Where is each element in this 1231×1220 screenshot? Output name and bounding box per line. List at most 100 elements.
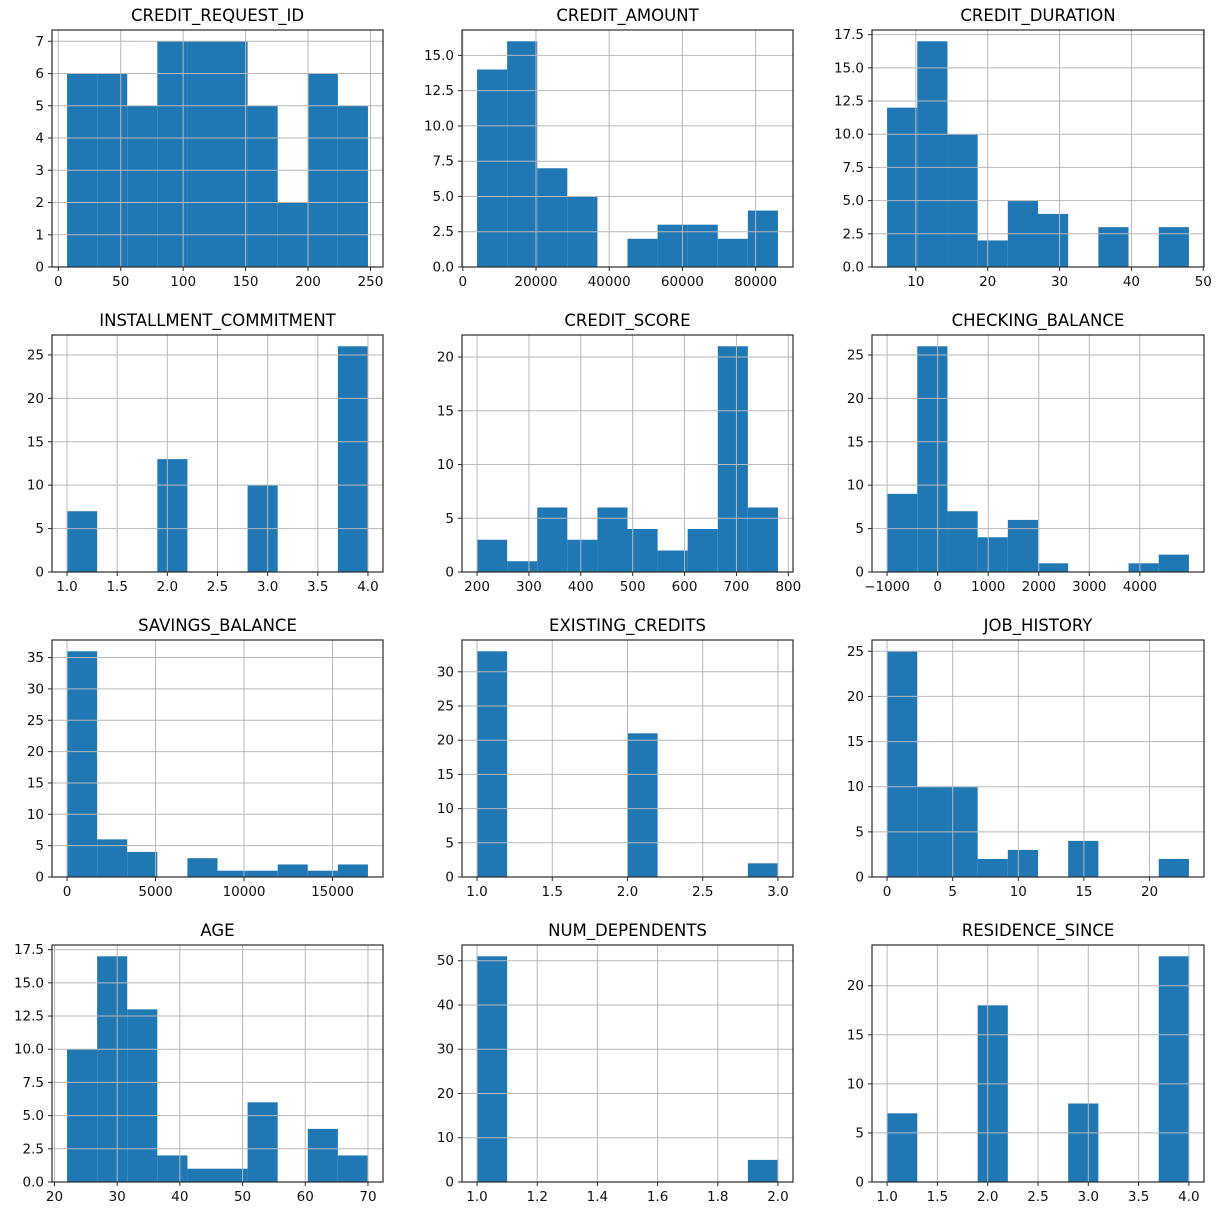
y-tick-label: 0 [445,870,454,886]
histogram-bar [977,1005,1008,1182]
x-tick-label: 60000 [661,274,704,290]
plot-canvas: 200 300 400 500 600 700 800 0 5 10 15 20 [437,334,801,595]
axis-spine [51,29,384,268]
histogram-credit-score: CREDIT_SCORE 200 300 400 500 600 700 800 0 5 10 15… [410,305,820,610]
histogram-bar [337,864,368,877]
chart-title: CREDIT_AMOUNT [556,6,699,25]
y-tick-label: 10 [847,1076,864,1092]
x-tick-label: 10 [1010,884,1027,900]
axis-spine [871,334,1205,573]
histogram-bar [307,1128,338,1182]
histogram-bar [597,507,628,572]
x-tick-label: 80000 [734,274,777,290]
x-tick-label: 3.5 [307,579,328,595]
histogram-bar [1158,858,1189,877]
histogram-bar [1098,227,1129,267]
histogram-bar [157,41,188,268]
y-tick-label: 40 [437,997,454,1013]
histogram-bar [477,956,508,1182]
x-tick-label: 20 [1141,884,1158,900]
y-tick-label: 10.0 [14,1042,44,1058]
histogram-bar [337,105,368,267]
histogram-bar [887,651,918,877]
plot-canvas: 0 5000 10000 15000 0 5 10 15 20 25 30 35 [27,639,384,900]
x-tick-label: 2.0 [157,579,178,595]
x-tick-label: 20 [46,1189,63,1205]
histogram-bar [887,1113,918,1182]
histogram-bar [1007,519,1038,572]
y-tick-label: 30 [437,1042,454,1058]
histogram-bar [477,69,508,267]
y-tick-label: 25 [847,644,864,660]
x-tick-label: 1.6 [647,1189,668,1205]
histogram-checking-balance: CHECKING_BALANCE −1000 0 1000 2000 3000 4000 0… [820,305,1231,610]
x-tick-label: 3.0 [257,579,278,595]
histogram-bar [917,41,948,268]
x-tick-label: 3.0 [767,884,788,900]
histogram-bar [537,507,568,572]
y-tick-label: 15.0 [834,60,864,76]
histogram-bar [627,238,658,267]
y-tick-label: 1 [35,227,44,243]
histogram-bar [627,529,658,572]
y-tick-label: 0.0 [23,1175,44,1191]
x-tick-label: 1.2 [526,1189,547,1205]
axis-spine [871,639,1205,878]
histogram-bar [1158,554,1189,572]
x-tick-label: 1.0 [466,1189,487,1205]
x-tick-label: 300 [516,579,542,595]
y-tick-label: 5 [445,511,454,527]
x-tick-label: 4.0 [357,579,378,595]
chart-title: RESIDENCE_SINCE [961,921,1115,940]
histogram-bar [307,870,338,877]
histogram-bar [477,539,508,572]
x-tick-label: 40000 [588,274,631,290]
y-tick-label: 15.0 [14,975,44,991]
x-tick-label: 40 [171,1189,188,1205]
x-tick-label: 1.0 [466,884,487,900]
x-tick-label: 60 [297,1189,314,1205]
y-tick-label: 12.5 [424,83,454,99]
histogram-num-dependents: NUM_DEPENDENTS 1.0 1.2 1.4 1.6 1.8 2.0 0 10 20 30… [410,915,820,1220]
y-tick-label: 5.0 [23,1108,44,1124]
y-tick-label: 15 [847,734,864,750]
y-tick-label: 50 [437,953,454,969]
x-tick-label: 10 [907,274,924,290]
chart-title: CHECKING_BALANCE [951,311,1125,330]
x-tick-label: 400 [568,579,594,595]
histogram-bar [1158,227,1189,267]
histogram-bar [977,537,1008,572]
y-tick-label: 20 [437,350,454,366]
y-tick-label: 10 [847,779,864,795]
axis-spine [51,639,384,878]
histogram-bar [717,238,748,267]
x-tick-label: 1.5 [927,1189,948,1205]
y-tick-label: 6 [35,66,44,82]
y-tick-label: 15 [27,775,44,791]
histogram-bar [1128,563,1159,572]
x-tick-label: 2.5 [207,579,228,595]
axis-spine [461,334,794,573]
chart-title: CREDIT_REQUEST_ID [130,6,305,25]
x-tick-label: 20 [979,274,996,290]
x-tick-label: 500 [620,579,646,595]
axis-spine [871,29,1205,268]
x-tick-label: 40 [1123,274,1140,290]
chart-title: SAVINGS_BALANCE [138,616,297,635]
x-tick-label: 150 [233,274,259,290]
chart-title: AGE [200,921,235,940]
axis-spine [461,944,794,1183]
histogram-bar [277,864,308,877]
histogram-credit-amount: CREDIT_AMOUNT 0 20000 40000 60000 80000 0.0 2.… [410,0,820,305]
x-tick-label: 1.4 [587,1189,608,1205]
x-tick-label: 50 [112,274,129,290]
y-tick-label: 7 [35,34,44,50]
histogram-bar [687,224,718,267]
x-tick-label: 200 [295,274,321,290]
histogram-bar [917,346,948,572]
y-tick-label: 10 [437,1130,454,1146]
histogram-bar [567,539,598,572]
chart-title: CREDIT_SCORE [564,311,691,330]
